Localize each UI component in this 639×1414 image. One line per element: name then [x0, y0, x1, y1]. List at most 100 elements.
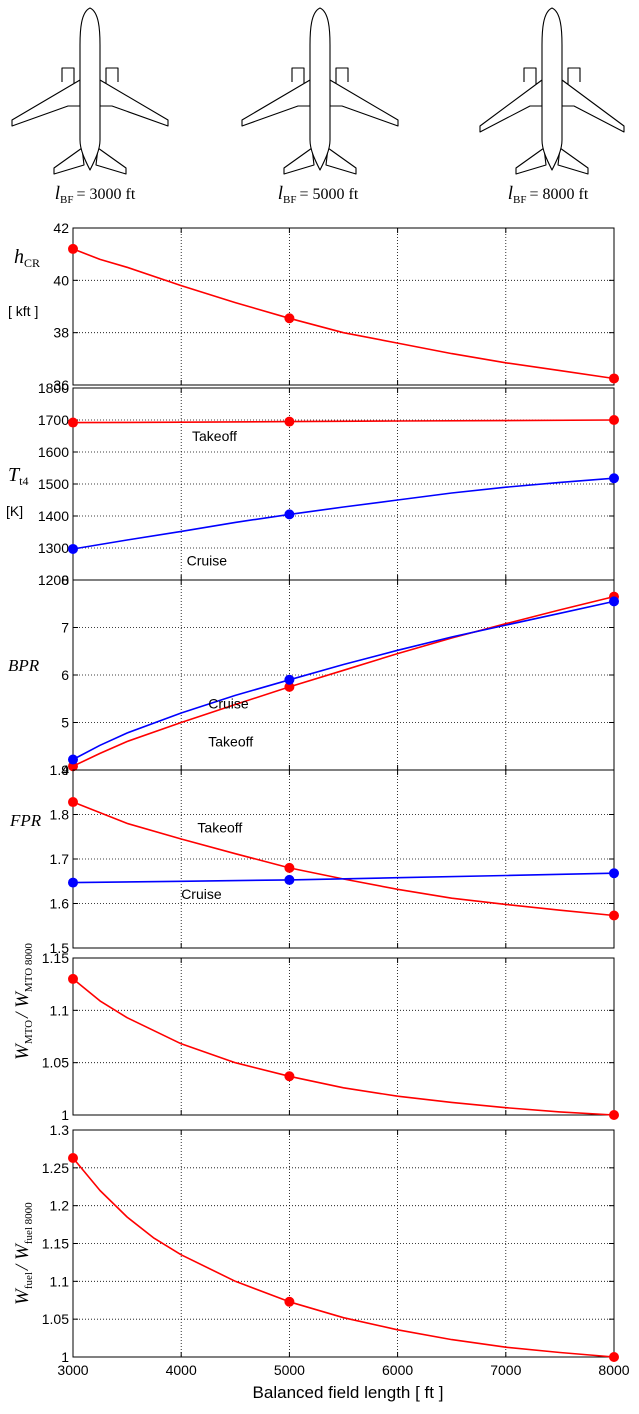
series-annotation: Takeoff [192, 428, 237, 444]
plane-caption-5000: lBF = 5000 ft [278, 183, 359, 206]
data-point [609, 473, 619, 484]
x-tick-label: 6000 [382, 1362, 413, 1378]
data-point [68, 417, 78, 428]
panel-3: 4 5 6 7 8 Cruise Takeoff [61, 572, 619, 778]
series-line [72, 600, 615, 761]
series-line [72, 978, 615, 1116]
y-tick-label: 1.05 [42, 1311, 69, 1327]
data-point [68, 754, 78, 765]
y-tick-label: 1.15 [42, 1236, 69, 1252]
y-tick-label: 1 [61, 1107, 69, 1123]
y-tick-label: 36 [53, 377, 69, 393]
x-tick-label: 4000 [166, 1362, 197, 1378]
data-point [68, 797, 78, 808]
panel-1: 36 38 40 42 [53, 220, 619, 393]
data-point [284, 862, 295, 873]
y-tick-label: 1.6 [50, 896, 70, 912]
series-annotation: Takeoff [197, 819, 242, 835]
y-tick-label: 1.15 [42, 950, 69, 966]
ylabel-bpr: BPR [8, 656, 40, 675]
ylabel-hcr: hCR [14, 246, 40, 270]
y-tick-label: 1.1 [50, 1273, 70, 1289]
y-tick-label: 1600 [38, 444, 69, 460]
y-tick-label: 1300 [38, 540, 69, 556]
series-line [72, 1157, 615, 1358]
data-point [68, 243, 78, 254]
y-tick-label: 1500 [38, 476, 69, 492]
data-point [68, 877, 78, 888]
x-tick-label: 5000 [274, 1362, 305, 1378]
ylabel-hcr-unit: [ kft ] [8, 303, 38, 319]
data-point [284, 313, 295, 324]
y-tick-label: 1400 [38, 508, 69, 524]
plot-frame [72, 957, 615, 1116]
ylabel-fpr: FPR [9, 811, 42, 830]
xlabel: Balanced field length [ ft ] [253, 1383, 444, 1402]
y-tick-label: 38 [53, 325, 69, 341]
ylabel-tt4: Tt4 [8, 464, 28, 488]
aircraft-icon [11, 7, 169, 175]
data-point [609, 415, 619, 425]
plot-frame [72, 227, 615, 386]
series-line [72, 419, 615, 424]
y-tick-label: 1700 [38, 412, 69, 428]
data-point [284, 1296, 295, 1307]
panel-4: 1.5 1.6 1.7 1.8 1.9 Takeoff Cruise [50, 762, 619, 956]
y-tick-label: 6 [61, 667, 69, 683]
series-annotation: Cruise [208, 695, 249, 711]
y-tick-label: 1200 [38, 572, 69, 588]
y-tick-label: 4 [61, 762, 69, 778]
y-tick-label: 1.05 [42, 1055, 69, 1071]
data-point [284, 681, 295, 692]
y-tick-label: 1.7 [50, 851, 70, 867]
panels: 36 38 40 42 1200 1300 1400 1500 1600 1700 1800 Take… [38, 220, 630, 1378]
data-point [609, 596, 619, 607]
series-line [72, 248, 615, 380]
data-point [609, 1352, 619, 1362]
plane-caption-8000: lBF = 8000 ft [508, 183, 589, 206]
y-tick-label: 1.8 [50, 807, 70, 823]
plane-caption-3000: lBF = 3000 ft [55, 183, 136, 206]
series-annotation: Takeoff [208, 733, 253, 749]
series-annotation: Cruise [187, 553, 228, 569]
panel-5: 1 1.05 1.1 1.15 [42, 950, 619, 1123]
x-tick-label: 7000 [490, 1362, 521, 1378]
y-tick-label: 40 [53, 272, 69, 288]
series-line [72, 595, 615, 767]
data-point [284, 416, 295, 427]
y-tick-label: 7 [61, 620, 69, 636]
y-tick-label: 8 [61, 572, 69, 588]
y-tick-label: 1 [61, 1349, 69, 1365]
y-tick-label: 1800 [38, 380, 69, 396]
data-point [609, 910, 619, 921]
data-point [68, 543, 78, 554]
y-tick-label: 1.3 [50, 1122, 70, 1138]
aircraft-row [11, 7, 625, 175]
data-point [609, 868, 619, 879]
panel-2: 1200 1300 1400 1500 1600 1700 1800 Takeoff Cruis… [38, 380, 619, 588]
ylabel-tt4-unit: [K] [6, 503, 23, 519]
series-line [72, 477, 615, 550]
y-tick-label: 1.2 [50, 1198, 70, 1214]
data-point [284, 874, 295, 885]
aircraft-icon [479, 7, 625, 175]
y-tick-label: 1.1 [50, 1002, 70, 1018]
series-line [72, 872, 615, 884]
ylabel-wfuel: Wfuel/ Wfuel 8000 [12, 1202, 35, 1305]
series-annotation: Cruise [181, 886, 222, 902]
y-tick-label: 1.9 [50, 762, 70, 778]
data-point [609, 373, 619, 384]
data-point [284, 509, 295, 520]
data-point [609, 1110, 619, 1120]
y-tick-label: 42 [53, 220, 69, 236]
x-tick-label: 3000 [57, 1362, 88, 1378]
panel-6: 1 1.05 1.1 1.15 1.2 1.25 1.3 3000 4000 5000 6000 70… [42, 1122, 630, 1378]
data-point [284, 1071, 295, 1082]
x-tick-label: 8000 [598, 1362, 629, 1378]
aircraft-icon [241, 7, 399, 175]
data-point [68, 973, 78, 984]
y-tick-label: 1.25 [42, 1160, 69, 1176]
ylabel-wmto: WMTO/ WMTO 8000 [12, 943, 35, 1060]
data-point [68, 1152, 78, 1163]
